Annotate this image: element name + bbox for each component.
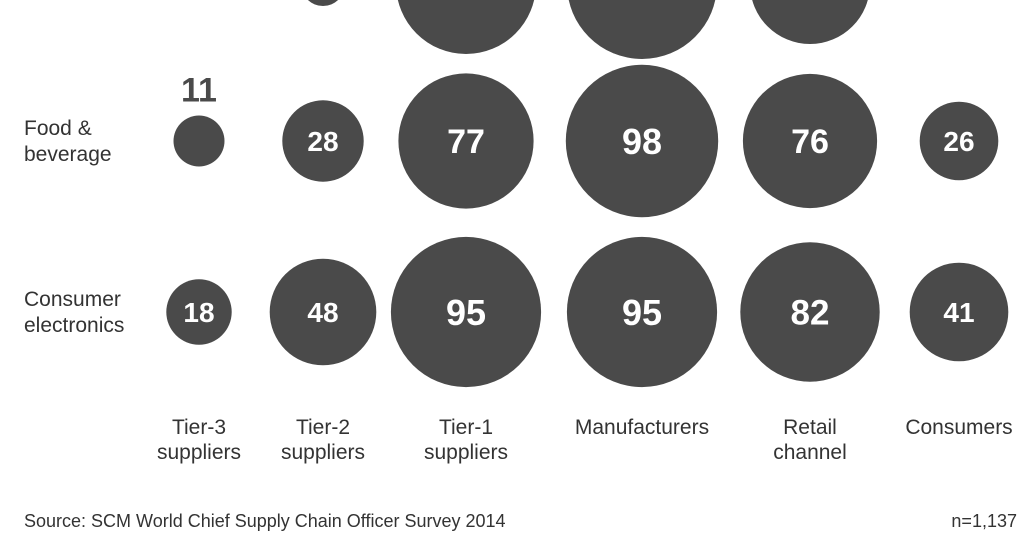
bubble [919,101,999,181]
bubble [390,236,542,388]
bubble-cropped-top [752,0,868,44]
column-label: Manufacturers [575,416,709,439]
column-label: Tier-2 suppliers [281,416,365,464]
bubble [566,236,718,388]
data-label: 41 [943,297,974,328]
data-label: 95 [446,292,486,333]
column-label: Tier-1 suppliers [424,416,508,464]
bubble [166,279,232,345]
data-label: 28 [307,126,338,157]
data-label: 76 [791,123,829,161]
data-label: 98 [622,121,662,162]
column-label: Retail channel [773,416,847,464]
bubble [565,64,719,218]
data-label: 82 [791,294,830,333]
data-label: 77 [447,123,485,161]
data-label: 11 [181,71,217,109]
bubble-cropped-top [397,0,535,54]
column-label: Tier-3 suppliers [157,416,241,464]
bubble [173,115,225,167]
data-label: 48 [307,297,338,328]
data-label: 26 [943,126,974,157]
bubble [398,73,534,209]
source-note: Source: SCM World Chief Supply Chain Off… [24,511,506,531]
row-label: Consumer electronics [24,288,124,337]
bubble [269,258,377,366]
bubble-cropped-top [568,0,716,59]
bubble-cropped-top [307,0,339,6]
bubble [282,100,364,182]
data-label: 18 [183,297,214,328]
column-label: Consumers [905,416,1012,439]
bubble [742,73,878,209]
sample-size: n=1,137 [951,511,1017,531]
row-label: Food & beverage [24,117,112,166]
bubble [740,242,880,382]
data-label: 95 [622,292,662,333]
bubble [909,262,1009,362]
